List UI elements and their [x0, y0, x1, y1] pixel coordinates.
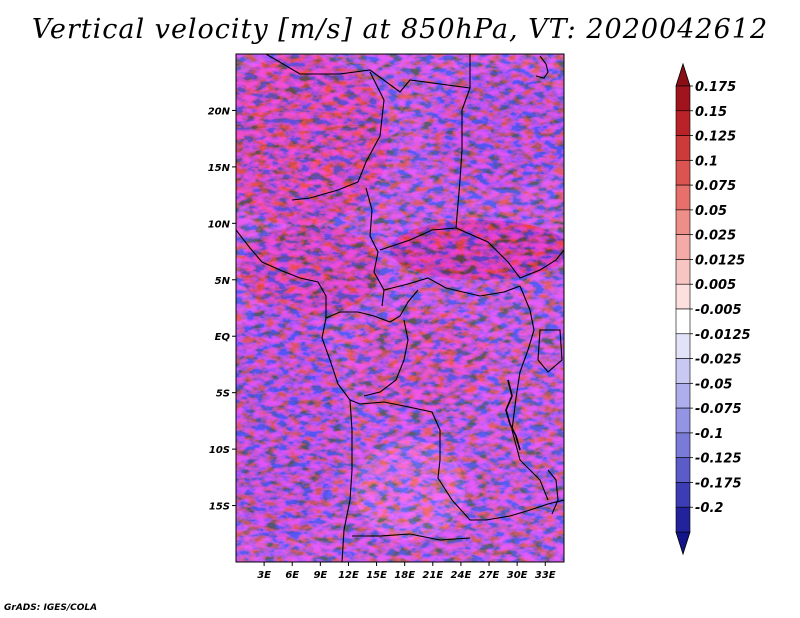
border-chad-sudan — [379, 87, 471, 251]
border-drc-angola — [349, 399, 486, 521]
nile-delta — [535, 55, 549, 79]
colorbar-top-arrow — [675, 62, 691, 87]
border-drc-east — [511, 285, 549, 501]
colorbar-segment — [675, 333, 691, 359]
colorbar-segment — [675, 135, 691, 161]
colorbar-label: 0.15 — [695, 105, 727, 120]
border-zambia-south — [485, 499, 564, 521]
colorbar-segment — [675, 283, 691, 310]
vertical-velocity-field — [236, 54, 564, 562]
lon-tick-label: 15E — [366, 570, 387, 581]
field-noise — [236, 54, 564, 562]
colorbar-segment — [675, 407, 691, 434]
colorbar-label: -0.0125 — [695, 328, 751, 343]
lake-tanganyika — [505, 379, 521, 451]
colorbar-segment — [675, 259, 691, 285]
colorbar-label: 0.075 — [695, 179, 736, 194]
lon-tick-label: 24E — [451, 570, 472, 581]
lat-tick-label: 15S — [209, 502, 230, 513]
colorbar-segment — [675, 85, 691, 112]
colorbar-label: -0.075 — [695, 402, 742, 417]
colorbar-segment — [675, 383, 691, 409]
border-namibia — [352, 533, 471, 541]
lat-tick-label: 10N — [208, 219, 231, 230]
longitude-axis: 3E 6E 9E 12E 15E 18E 21E 24E 27E 30E 33E — [257, 562, 556, 581]
lon-tick-label: 6E — [285, 570, 299, 581]
colorbar-segment — [675, 506, 691, 533]
colorbar-segment — [675, 358, 691, 384]
border-gabon-congo — [325, 289, 419, 323]
lat-tick-label: 20N — [208, 106, 231, 117]
lon-tick-label: 33E — [535, 570, 556, 581]
lat-tick-label: 10S — [209, 445, 230, 456]
colorbar-segment — [675, 308, 691, 335]
border-congo-drc — [363, 319, 409, 397]
grads-credit: GrADS: IGES/COLA — [4, 603, 98, 613]
colorbar-segment — [675, 110, 691, 136]
colorbar: 0.175 0.15 0.125 0.1 0.075 0.05 0.025 0.0125 0.0… — [675, 62, 751, 556]
map-title: Vertical velocity [m/s] at 850hPa, VT: 2… — [31, 14, 769, 45]
colorbar-label: 0.0125 — [695, 253, 745, 268]
colorbar-segment — [675, 209, 691, 235]
colorbar-label: -0.05 — [695, 377, 732, 392]
african-coastline — [236, 229, 353, 562]
colorbar-bottom-arrow — [675, 531, 691, 556]
colorbar-segment — [675, 234, 691, 260]
lon-tick-label: 30E — [507, 570, 528, 581]
lon-tick-label: 18E — [394, 570, 415, 581]
border-car-sudan — [455, 227, 564, 279]
colorbar-segment — [675, 457, 691, 483]
lake-malawi — [547, 469, 559, 515]
colorbar-label: 0.175 — [695, 80, 736, 95]
lat-tick-label: 15N — [208, 163, 231, 174]
lat-tick-label: EQ — [215, 332, 231, 343]
border-north — [265, 54, 471, 93]
colorbar-segment — [675, 432, 691, 458]
colorbar-label: 0.05 — [695, 204, 727, 219]
colorbar-segment — [675, 160, 691, 186]
boundaries — [236, 54, 564, 562]
lat-tick-label: 5N — [215, 276, 231, 287]
colorbar-label: -0.175 — [695, 476, 742, 491]
border-car-drc — [383, 277, 521, 297]
colorbar-label: 0.1 — [695, 154, 718, 169]
colorbar-label: 0.025 — [695, 229, 736, 244]
lon-tick-label: 3E — [257, 570, 271, 581]
colorbar-segment — [675, 482, 691, 508]
colorbar-label: -0.025 — [695, 353, 742, 368]
border-niger-chad — [291, 71, 385, 201]
lake-victoria — [537, 329, 563, 373]
colorbar-label: -0.125 — [695, 452, 742, 467]
latitude-axis: 20N 15N 10N 5N EQ 5S 10S 15S — [208, 106, 236, 513]
map-frame — [235, 53, 565, 563]
lat-tick-label: 5S — [216, 389, 230, 400]
colorbar-label: 0.125 — [695, 130, 736, 145]
colorbar-label: 0.005 — [695, 278, 736, 293]
lon-tick-label: 21E — [422, 570, 443, 581]
colorbar-label: -0.005 — [695, 303, 742, 318]
colorbar-segment — [675, 184, 691, 211]
colorbar-label: -0.2 — [695, 501, 723, 516]
lon-tick-label: 27E — [479, 570, 500, 581]
colorbar-label: -0.1 — [695, 427, 723, 442]
lon-tick-label: 9E — [313, 570, 327, 581]
lon-tick-label: 12E — [338, 570, 359, 581]
